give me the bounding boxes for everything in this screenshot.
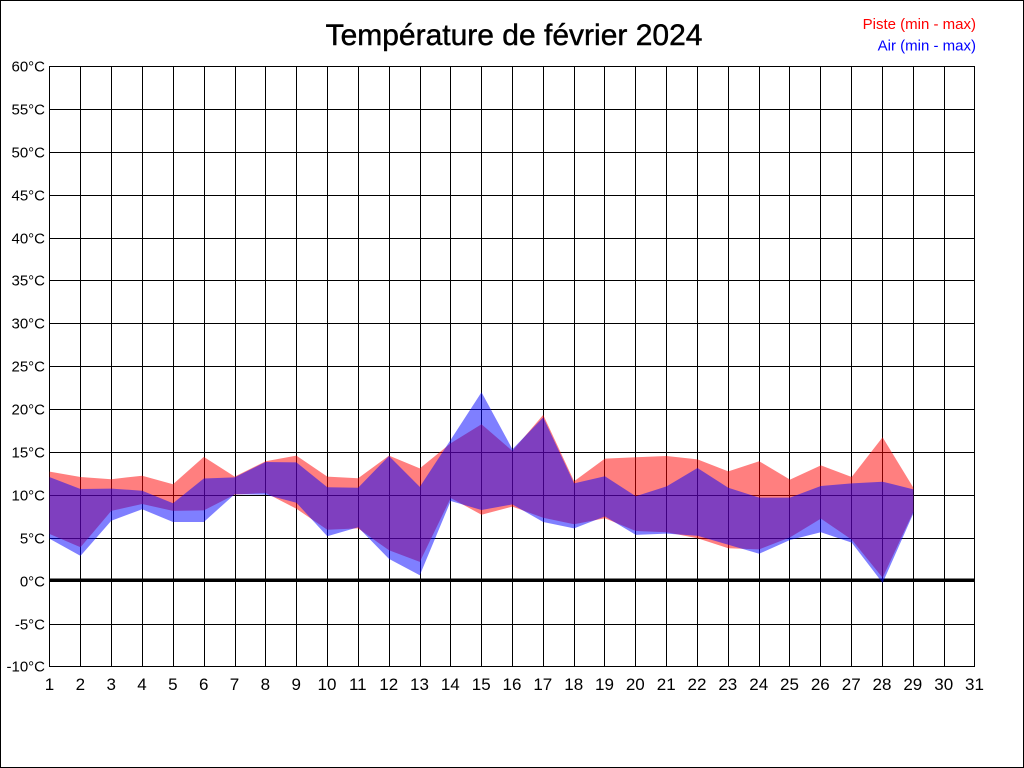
svg-text:12: 12 [379, 675, 398, 694]
svg-text:28: 28 [873, 675, 892, 694]
svg-text:19: 19 [595, 675, 614, 694]
svg-text:60°C: 60°C [11, 59, 45, 76]
svg-text:25°C: 25°C [11, 359, 45, 376]
svg-text:20°C: 20°C [11, 402, 45, 419]
svg-text:16: 16 [503, 675, 522, 694]
svg-text:1: 1 [45, 675, 54, 694]
svg-text:5°C: 5°C [20, 531, 45, 548]
svg-text:27: 27 [842, 675, 861, 694]
svg-text:23: 23 [718, 675, 737, 694]
svg-text:25: 25 [780, 675, 799, 694]
svg-text:22: 22 [688, 675, 707, 694]
svg-text:55°C: 55°C [11, 102, 45, 119]
svg-text:0°C: 0°C [20, 574, 45, 591]
svg-text:2: 2 [76, 675, 85, 694]
svg-text:18: 18 [564, 675, 583, 694]
svg-text:10: 10 [318, 675, 337, 694]
svg-text:45°C: 45°C [11, 188, 45, 205]
svg-text:30: 30 [934, 675, 953, 694]
svg-text:50°C: 50°C [11, 145, 45, 162]
svg-text:6: 6 [199, 675, 208, 694]
svg-text:3: 3 [106, 675, 115, 694]
svg-text:9: 9 [291, 675, 300, 694]
svg-text:7: 7 [230, 675, 239, 694]
svg-text:8: 8 [261, 675, 270, 694]
svg-text:24: 24 [749, 675, 768, 694]
svg-text:35°C: 35°C [11, 273, 45, 290]
svg-text:29: 29 [903, 675, 922, 694]
svg-text:31: 31 [965, 675, 984, 694]
svg-text:15: 15 [472, 675, 491, 694]
svg-text:17: 17 [533, 675, 552, 694]
svg-text:Air (min - max): Air (min - max) [878, 38, 976, 55]
svg-text:-10°C: -10°C [6, 659, 45, 676]
svg-text:30°C: 30°C [11, 316, 45, 333]
svg-text:26: 26 [811, 675, 830, 694]
svg-text:4: 4 [137, 675, 146, 694]
svg-text:11: 11 [349, 675, 367, 694]
svg-text:Piste (min - max): Piste (min - max) [863, 16, 976, 33]
svg-text:40°C: 40°C [11, 231, 45, 248]
svg-text:14: 14 [441, 675, 460, 694]
svg-text:13: 13 [410, 675, 429, 694]
svg-text:15°C: 15°C [11, 445, 45, 462]
svg-text:Température de février 2024: Température de février 2024 [326, 19, 703, 52]
svg-text:-5°C: -5°C [15, 617, 45, 634]
svg-text:20: 20 [626, 675, 645, 694]
svg-text:10°C: 10°C [11, 488, 45, 505]
svg-text:5: 5 [168, 675, 177, 694]
svg-text:21: 21 [657, 675, 676, 694]
